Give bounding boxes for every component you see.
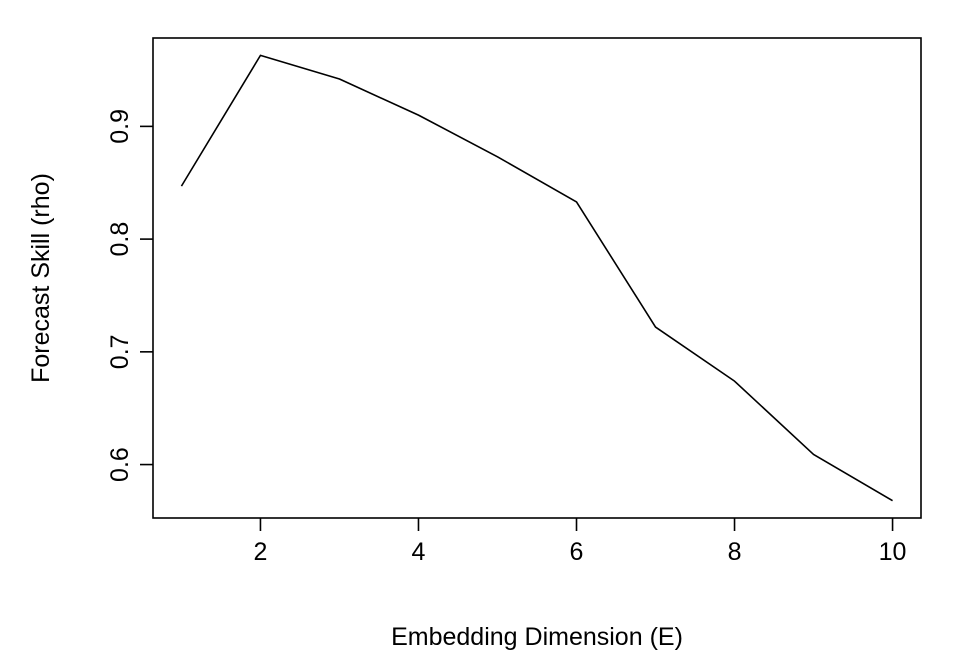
y-tick-label: 0.6 [106,447,134,482]
x-tick-label: 8 [728,538,742,566]
x-tick-label: 4 [412,538,426,566]
y-tick-label: 0.7 [106,334,134,369]
y-tick-label: 0.8 [106,222,134,257]
x-tick-label: 6 [570,538,584,566]
series-line [180,54,893,502]
x-tick-label: 10 [879,538,907,566]
y-axis-label: Forecast Skill (rho) [27,173,55,383]
x-tick-label: 2 [254,538,268,566]
x-axis-label: Embedding Dimension (E) [391,623,683,651]
plot-frame [152,37,922,519]
y-axis: 0.6 0.7 0.8 0.9 [106,109,153,482]
y-tick-label: 0.9 [106,109,134,144]
x-axis: 2 4 6 8 10 [254,518,907,566]
